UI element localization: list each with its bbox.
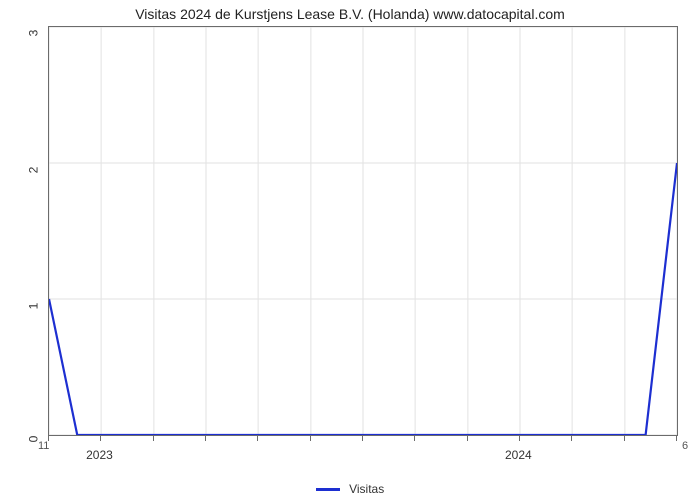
x-minor-tick (310, 436, 311, 441)
x-minor-tick (362, 436, 363, 441)
x-minor-tick (100, 436, 101, 441)
grid (49, 27, 677, 435)
chart-container: Visitas 2024 de Kurstjens Lease B.V. (Ho… (0, 0, 700, 500)
y-tick-label: 3 (26, 30, 40, 37)
x-minor-tick (467, 436, 468, 441)
legend-swatch (316, 488, 340, 491)
legend-label: Visitas (349, 482, 384, 496)
x-minor-tick (519, 436, 520, 441)
x-minor-tick (676, 436, 677, 441)
x-minor-tick (624, 436, 625, 441)
plot-area (48, 26, 678, 436)
x-minor-tick (414, 436, 415, 441)
right-corner-label: 6 (682, 440, 688, 452)
x-minor-tick (205, 436, 206, 441)
plot-svg (49, 27, 677, 435)
x-axis-label: 2023 (86, 448, 113, 462)
y-tick-label: 1 (26, 303, 40, 310)
chart-title: Visitas 2024 de Kurstjens Lease B.V. (Ho… (0, 6, 700, 22)
y-tick-label: 2 (26, 167, 40, 174)
chart-legend: Visitas (0, 482, 700, 496)
x-axis-label: 2024 (505, 448, 532, 462)
left-corner-label: 11 (38, 440, 49, 452)
x-minor-tick (153, 436, 154, 441)
x-minor-tick (257, 436, 258, 441)
x-minor-tick (571, 436, 572, 441)
